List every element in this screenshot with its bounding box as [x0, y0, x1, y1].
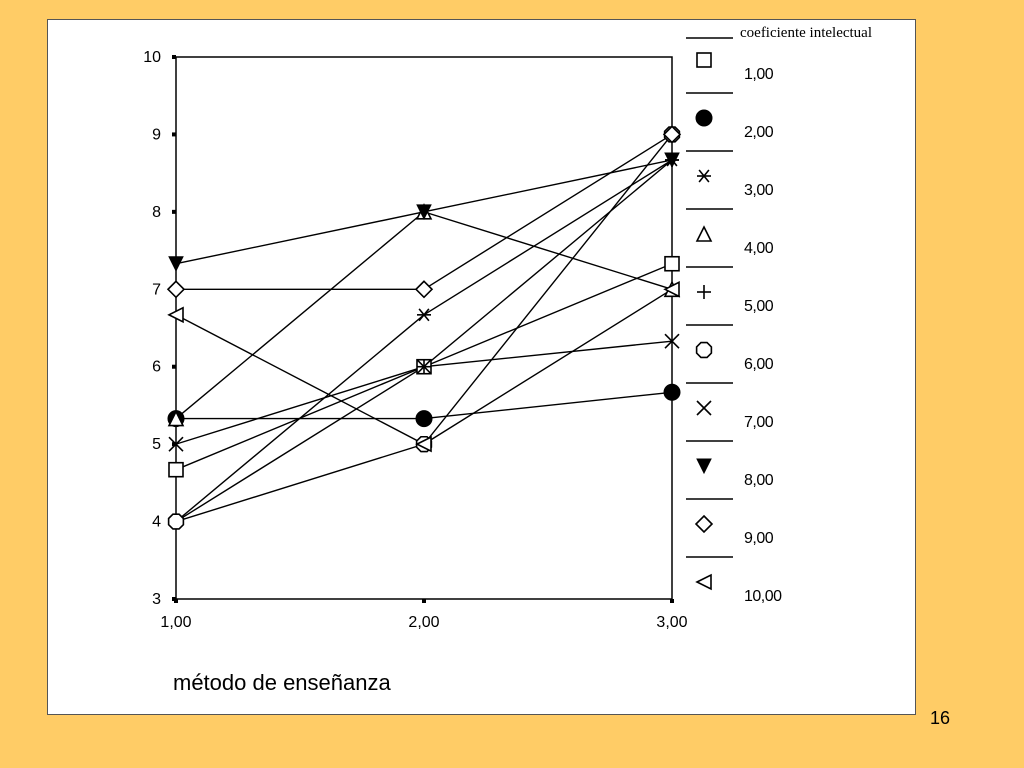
legend-label: 7,00 — [744, 414, 774, 431]
legend-symbol-3 — [697, 169, 711, 183]
y-tick-mark — [172, 209, 176, 214]
y-tick-label: 7 — [152, 281, 161, 298]
legend-symbol-8 — [696, 458, 712, 475]
plot-frame — [175, 56, 673, 600]
legend-label: 3,00 — [744, 182, 774, 199]
legend-symbol-6 — [695, 341, 713, 359]
series-1-point — [168, 461, 184, 478]
y-axis: 3 4 5 6 7 8 9 10 — [143, 49, 176, 608]
series-8-point — [168, 256, 184, 272]
legend-title: coeficiente intelectual — [740, 25, 872, 41]
y-tick-label: 3 — [152, 591, 161, 608]
y-tick-mark — [172, 442, 176, 447]
legend-label: 6,00 — [744, 356, 774, 373]
series-9-point — [662, 125, 682, 144]
interaction-line-chart: 3 4 5 6 7 8 9 10 1,00 2,00 3,00 método de enseñan… — [143, 25, 872, 695]
y-tick-label: 6 — [152, 359, 161, 376]
legend-label: 5,00 — [744, 298, 774, 315]
chart-panel: 3 4 5 6 7 8 9 10 1,00 2,00 3,00 método de enseñan… — [47, 19, 916, 715]
series-6-point — [167, 513, 185, 530]
y-tick-label: 4 — [152, 514, 161, 531]
series-3-point — [417, 308, 431, 322]
series-7-point — [168, 436, 184, 452]
y-tick-mark — [172, 364, 176, 369]
series-8-point — [416, 204, 432, 220]
y-tick-label: 8 — [152, 204, 161, 221]
plot-area-border — [175, 56, 673, 600]
y-tick-mark — [172, 132, 176, 137]
series-10-point — [167, 306, 184, 324]
series-7-point — [664, 333, 680, 349]
legend-symbol-9 — [694, 514, 714, 534]
x-tick-mark — [174, 599, 178, 603]
x-tick-mark — [670, 599, 674, 603]
series-10-point — [415, 435, 432, 453]
series-9-point — [166, 280, 186, 299]
x-axis-title: método de enseñanza — [173, 670, 391, 695]
legend-label: 9,00 — [744, 530, 774, 547]
legend-symbol-4 — [695, 225, 713, 242]
y-tick-mark — [172, 55, 176, 59]
series-line-6 — [175, 133, 673, 523]
slide-number: 16 — [930, 708, 951, 728]
series-8-point — [664, 152, 680, 169]
x-tick-label: 1,00 — [160, 614, 191, 631]
legend-symbol-10 — [695, 573, 712, 591]
series-4-point — [167, 409, 185, 427]
legend-label: 1,00 — [744, 66, 774, 83]
series-lines — [175, 133, 673, 523]
x-axis: 1,00 2,00 3,00 — [160, 599, 688, 631]
series-7-point — [416, 359, 432, 375]
y-tick-label: 5 — [152, 436, 161, 453]
legend-symbol-5 — [697, 285, 711, 299]
y-tick-label: 9 — [152, 126, 161, 143]
x-tick-label: 2,00 — [408, 614, 439, 631]
legend-label: 2,00 — [744, 124, 774, 141]
legend-symbol-1 — [696, 52, 712, 68]
y-tick-label: 10 — [143, 49, 161, 66]
legend-symbol-7 — [696, 400, 712, 416]
x-tick-label: 3,00 — [656, 614, 687, 631]
x-tick-mark — [422, 599, 426, 603]
legend-symbol-2 — [695, 109, 713, 127]
legend: coeficiente intelectual 1,00 2,00 3,00 4,00… — [686, 25, 872, 605]
legend-label: 8,00 — [744, 472, 774, 489]
series-markers — [166, 125, 682, 530]
series-2-point — [415, 410, 433, 428]
legend-label: 4,00 — [744, 240, 774, 257]
series-2-point — [663, 383, 681, 401]
series-9-point — [414, 280, 434, 299]
series-1-point — [664, 255, 680, 272]
legend-label: 10,00 — [744, 588, 782, 605]
series-10-point — [663, 280, 680, 298]
